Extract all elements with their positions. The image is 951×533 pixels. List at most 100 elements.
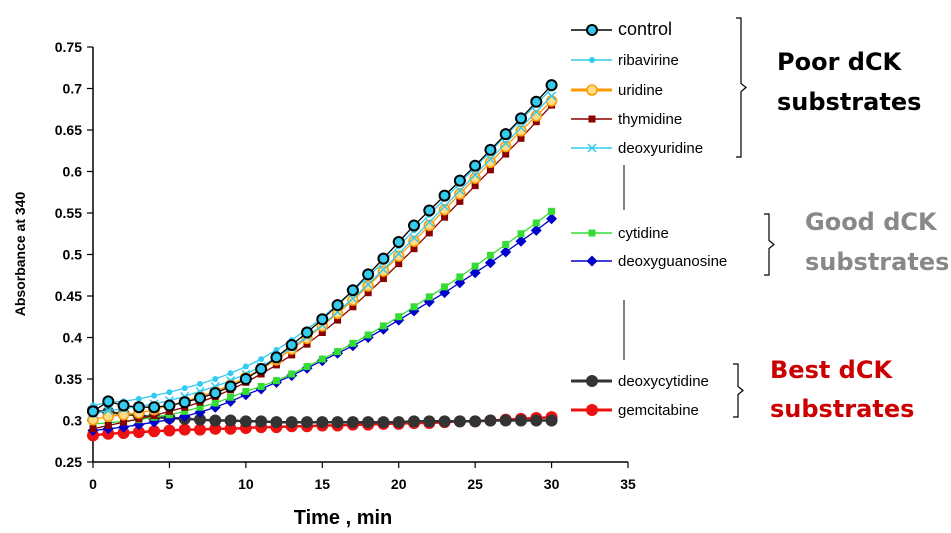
data-point-control: [392, 236, 405, 249]
data-point-thymidine: [532, 118, 540, 126]
legend-label: uridine: [618, 82, 663, 99]
y-tick-label: 0.3: [63, 413, 83, 429]
data-point-thymidine: [410, 245, 418, 253]
y-tick-label: 0.45: [55, 288, 82, 304]
data-point-control: [194, 392, 206, 405]
y-tick-label: 0.5: [63, 247, 83, 263]
group-label: substrates: [770, 395, 914, 423]
legend-label: deoxyuridine: [618, 140, 703, 157]
data-point-uridine: [499, 140, 512, 153]
data-point-control: [377, 252, 390, 265]
data-point-cytidine: [441, 283, 449, 291]
legend-item-control: control: [571, 19, 672, 39]
data-point-thymidine: [425, 229, 433, 237]
data-point-uridine: [545, 95, 558, 107]
group-label: Best dCK: [770, 356, 893, 384]
data-point-deoxyuridine: [516, 122, 526, 133]
data-point-cytidine: [410, 303, 418, 311]
data-point-deoxyuridine: [409, 233, 419, 243]
data-point-cytidine: [548, 207, 556, 215]
data-point-deoxyguanosine: [469, 267, 481, 279]
data-point-cytidine: [395, 313, 403, 321]
data-point-cytidine: [502, 241, 510, 249]
group-label: substrates: [805, 248, 949, 276]
data-point-thymidine: [150, 412, 158, 420]
data-point-cytidine: [181, 407, 189, 415]
x-tick-label: 25: [467, 476, 483, 492]
data-point-deoxycytidine: [194, 413, 206, 426]
axes: 0 5 10 15 20 25 30 35 0.25 0.3 0.35 0.4 0.45 0.5 0.55…: [12, 39, 636, 529]
legend: control ribavirine uridine thymidine deoxyur…: [571, 19, 727, 419]
data-point-deoxycytidine: [331, 416, 344, 429]
x-tick-label: 30: [544, 476, 560, 492]
data-point-thymidine: [441, 213, 449, 221]
data-point-deoxycytidine: [239, 415, 252, 428]
data-point-cytidine: [425, 293, 433, 301]
data-point-cytidine: [227, 393, 235, 401]
data-point-thymidine: [288, 351, 296, 359]
data-point-deoxycytidine: [469, 415, 482, 428]
data-point-deoxycytidine: [530, 414, 543, 427]
legend-swatch-marker: [586, 404, 598, 416]
data-point-deoxycytidine: [499, 414, 512, 427]
group-label: substrates: [777, 88, 921, 116]
data-point-thymidine: [334, 316, 342, 324]
series-line-thymidine: [92, 104, 553, 430]
data-point-gemcitabine: [178, 423, 191, 436]
data-point-deoxycytidine: [453, 415, 466, 428]
data-point-cytidine: [532, 219, 540, 227]
data-point-thymidine: [303, 340, 311, 348]
data-point-ribavirine: [151, 392, 158, 399]
group-good-dck-substrates: Good dCK substrates: [764, 208, 949, 276]
x-tick-label: 35: [620, 476, 636, 492]
data-point-control: [270, 351, 283, 364]
legend-label: deoxycytidine: [618, 373, 709, 390]
legend-label: gemcitabine: [618, 402, 699, 419]
data-point-control: [331, 299, 344, 312]
data-point-deoxycytidine: [362, 416, 375, 429]
data-point-ribavirine: [166, 389, 173, 396]
data-point-deoxycytidine: [515, 414, 527, 427]
data-point-control: [163, 399, 176, 412]
data-point-control: [499, 128, 512, 141]
y-axis-title: Absorbance at 340: [12, 192, 28, 317]
x-tick-label: 0: [89, 476, 97, 492]
data-point-thymidine: [120, 418, 128, 426]
data-point-deoxycytidine: [255, 415, 268, 428]
data-point-deoxycytidine: [224, 414, 237, 427]
y-tick-label: 0.4: [63, 330, 83, 346]
data-point-deoxycytidine: [392, 416, 405, 429]
y-tick-label: 0.65: [55, 122, 82, 138]
data-point-gemcitabine: [163, 424, 176, 437]
data-point-uridine: [515, 125, 527, 137]
x-tick-label: 15: [314, 476, 330, 492]
data-point-control: [316, 313, 329, 326]
data-point-cytidine: [379, 322, 387, 330]
data-point-deoxyuridine: [485, 154, 495, 164]
legend-item-deoxyguanosine: deoxyguanosine: [571, 253, 727, 270]
data-point-deoxyuridine: [501, 138, 511, 148]
data-point-deoxyuridine: [547, 91, 557, 101]
data-point-deoxycytidine: [270, 416, 283, 429]
y-tick-label: 0.25: [55, 454, 82, 470]
data-point-deoxyuridine: [378, 264, 388, 274]
data-point-deoxycytidine: [285, 416, 298, 429]
legend-swatch-marker: [586, 255, 598, 267]
legend-swatch-marker: [588, 115, 596, 123]
data-point-ribavirine: [227, 370, 234, 377]
group-label: Good dCK: [805, 208, 938, 236]
data-point-control: [362, 268, 375, 281]
legend-item-gemcitabine: gemcitabine: [571, 402, 699, 419]
data-point-uridine: [423, 219, 436, 232]
data-point-uridine: [377, 265, 390, 277]
data-point-cytidine: [364, 331, 372, 339]
legend-label: control: [618, 19, 672, 39]
data-point-gemcitabine: [209, 422, 222, 435]
data-point-deoxycytidine: [423, 415, 436, 428]
data-point-gemcitabine: [117, 426, 130, 439]
data-point-ribavirine: [135, 395, 142, 402]
data-point-ribavirine: [273, 346, 280, 353]
data-point-ribavirine: [181, 385, 188, 392]
legend-label: cytidine: [618, 225, 669, 242]
data-point-thymidine: [395, 260, 403, 268]
